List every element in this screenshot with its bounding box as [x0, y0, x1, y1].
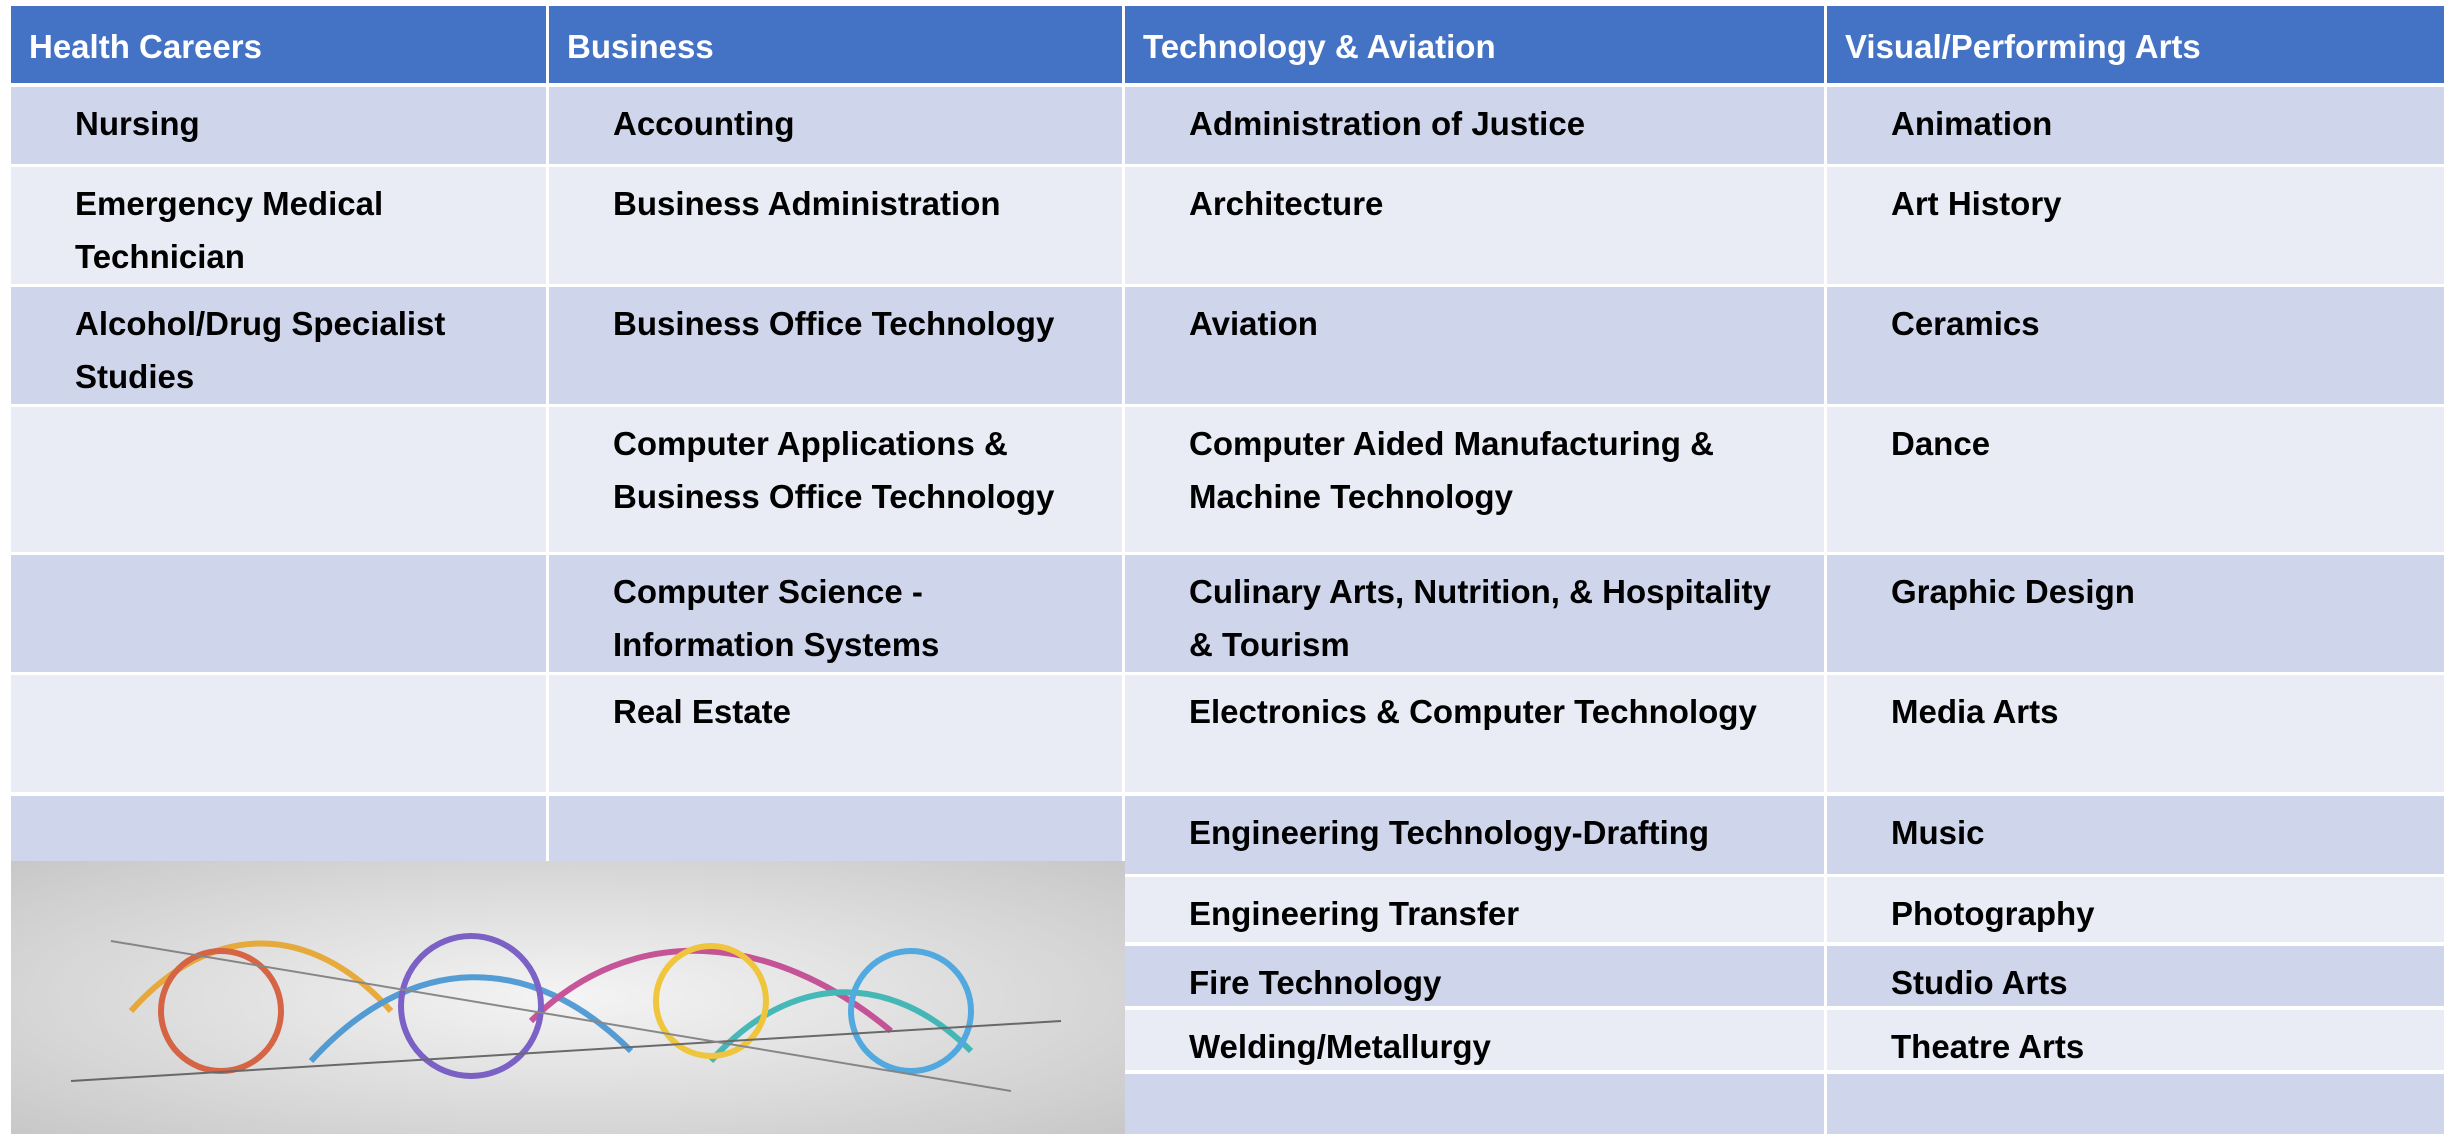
- table-cell: [1827, 1074, 2444, 1134]
- table-cell: Theatre Arts: [1827, 1010, 2444, 1070]
- table-cell: Media Arts: [1827, 675, 2444, 792]
- table-cell: Studio Arts: [1827, 946, 2444, 1006]
- table-cell: Architecture: [1125, 167, 1824, 284]
- table-cell: Accounting: [549, 87, 1122, 164]
- column-header: Business: [549, 6, 1122, 83]
- table-cell: [1125, 1074, 1824, 1134]
- table-cell: Administration of Justice: [1125, 87, 1824, 164]
- graphic-image: [11, 861, 1125, 1134]
- table-cell: Photography: [1827, 877, 2444, 942]
- table-cell: Nursing: [11, 87, 546, 164]
- table-cell: Music: [1827, 796, 2444, 874]
- table-cell: Computer Science - Information Systems: [549, 555, 1122, 672]
- table-cell: Electronics & Computer Technology: [1125, 675, 1824, 792]
- table-cell: Engineering Technology-Drafting: [1125, 796, 1824, 874]
- column-header: Health Careers: [11, 6, 546, 83]
- column-header: Visual/Performing Arts: [1827, 6, 2444, 83]
- table-cell: Animation: [1827, 87, 2444, 164]
- table-cell: Fire Technology: [1125, 946, 1824, 1006]
- column-header: Technology & Aviation: [1125, 6, 1824, 83]
- table-cell: Aviation: [1125, 287, 1824, 404]
- table-cell: Welding/Metallurgy: [1125, 1010, 1824, 1070]
- table-cell: Dance: [1827, 407, 2444, 552]
- table-cell: Computer Aided Manufacturing & Machine T…: [1125, 407, 1824, 552]
- table-cell: [11, 407, 546, 552]
- table-cell: Ceramics: [1827, 287, 2444, 404]
- table-cell: Graphic Design: [1827, 555, 2444, 672]
- table-cell: Emergency Medical Technician: [11, 167, 546, 284]
- table-cell: [11, 555, 546, 672]
- table-cell: Real Estate: [549, 675, 1122, 792]
- table-cell: [11, 675, 546, 792]
- table-cell: Computer Applications & Business Office …: [549, 407, 1122, 552]
- table-cell: Business Administration: [549, 167, 1122, 284]
- table-cell: Alcohol/Drug Specialist Studies: [11, 287, 546, 404]
- table-cell: Culinary Arts, Nutrition, & Hospitality …: [1125, 555, 1824, 672]
- table-cell: Business Office Technology: [549, 287, 1122, 404]
- table-cell: Art History: [1827, 167, 2444, 284]
- table-cell: Engineering Transfer: [1125, 877, 1824, 942]
